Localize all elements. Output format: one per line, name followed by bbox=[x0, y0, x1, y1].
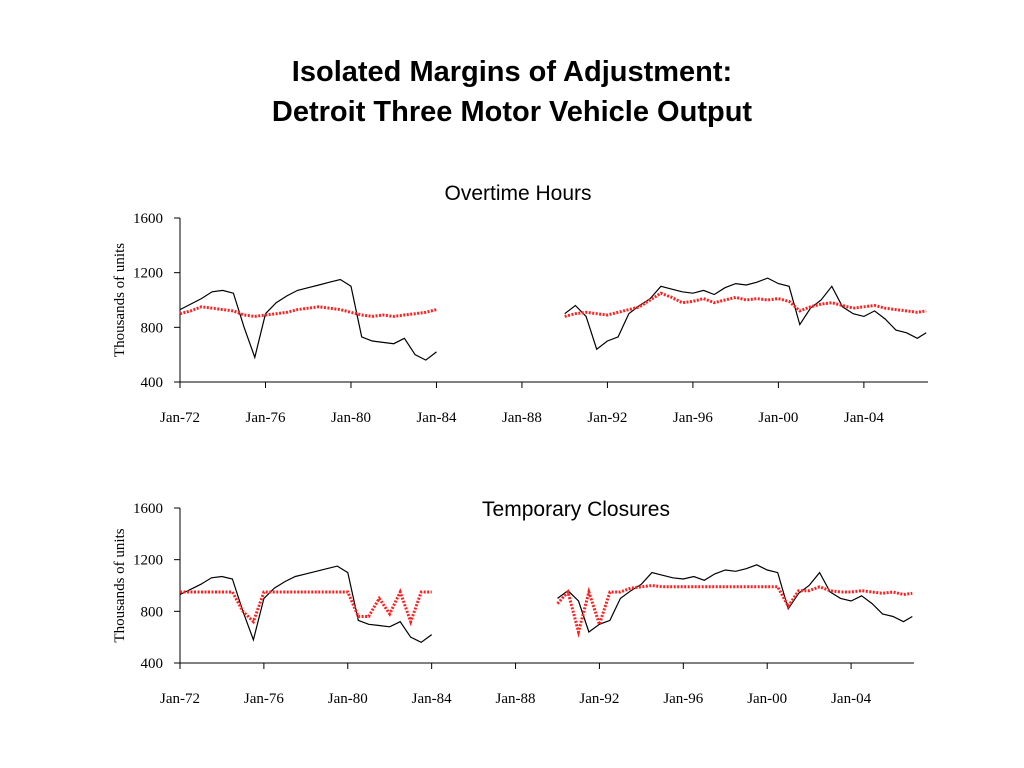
simulated-output-line bbox=[179, 291, 927, 318]
y-tick-label: 400 bbox=[141, 656, 164, 672]
actual-output-line bbox=[179, 277, 927, 361]
y-tick-label: 1600 bbox=[133, 211, 163, 227]
x-tick-label: Jan-72 bbox=[160, 691, 200, 707]
chart-panel-2: Temporary Closures Thousands of units 400 8… bbox=[112, 498, 914, 707]
chart-panel-1: Overtime Hours Thousands of units 400 800 12… bbox=[112, 182, 928, 426]
y-axis-label: Thousands of units bbox=[112, 528, 128, 642]
y-tick-label: 400 bbox=[141, 375, 164, 391]
x-tick-label: Jan-04 bbox=[844, 410, 884, 426]
x-tick-label: Jan-00 bbox=[758, 410, 798, 426]
simulated-output-line bbox=[180, 583, 913, 638]
panel-title: Overtime Hours bbox=[444, 182, 591, 205]
x-tick-label: Jan-84 bbox=[412, 691, 452, 707]
x-tick-label: Jan-88 bbox=[502, 410, 542, 426]
panel-title: Temporary Closures bbox=[482, 498, 670, 521]
x-tick-label: Jan-96 bbox=[663, 691, 703, 707]
x-tick-label: Jan-00 bbox=[747, 691, 787, 707]
x-tick-label: Jan-96 bbox=[673, 410, 713, 426]
x-tick-label: Jan-76 bbox=[245, 410, 285, 426]
x-tick-label: Jan-72 bbox=[160, 410, 200, 426]
y-tick-label: 1600 bbox=[133, 501, 163, 517]
x-tick-label: Jan-76 bbox=[244, 691, 284, 707]
y-tick-label: 800 bbox=[141, 320, 164, 336]
actual-output-line bbox=[179, 564, 913, 643]
x-tick-label: Jan-92 bbox=[587, 410, 627, 426]
x-tick-label: Jan-88 bbox=[496, 691, 536, 707]
y-axis-label: Thousands of units bbox=[112, 243, 128, 357]
chart-title-line1: Isolated Margins of Adjustment: bbox=[291, 56, 733, 88]
y-tick-label: 1200 bbox=[133, 553, 163, 569]
x-tick-label: Jan-04 bbox=[831, 691, 871, 707]
y-tick-label: 800 bbox=[141, 604, 164, 620]
x-tick-label: Jan-80 bbox=[328, 691, 368, 707]
x-tick-label: Jan-80 bbox=[331, 410, 371, 426]
x-tick-label: Jan-84 bbox=[416, 410, 456, 426]
x-tick-label: Jan-92 bbox=[579, 691, 619, 707]
chart-title-line2: Detroit Three Motor Vehicle Output bbox=[271, 96, 753, 128]
y-tick-label: 1200 bbox=[133, 266, 163, 282]
